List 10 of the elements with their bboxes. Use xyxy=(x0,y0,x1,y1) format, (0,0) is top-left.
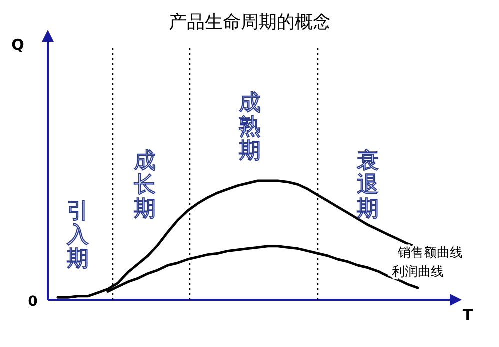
text: 成熟期 xyxy=(239,91,261,164)
annotation: 成长期 xyxy=(134,149,156,222)
annotation: 引入期 xyxy=(67,199,89,272)
series-label: 销售额曲线 xyxy=(397,246,463,261)
text: Q xyxy=(12,36,24,54)
chart-title: 产品生命周期的概念 xyxy=(169,12,331,33)
annotation: 衰退期 xyxy=(357,149,379,222)
x-axis-title: T xyxy=(462,306,474,324)
series-label: 利润曲线 xyxy=(392,265,444,280)
text: 0 xyxy=(28,294,38,310)
